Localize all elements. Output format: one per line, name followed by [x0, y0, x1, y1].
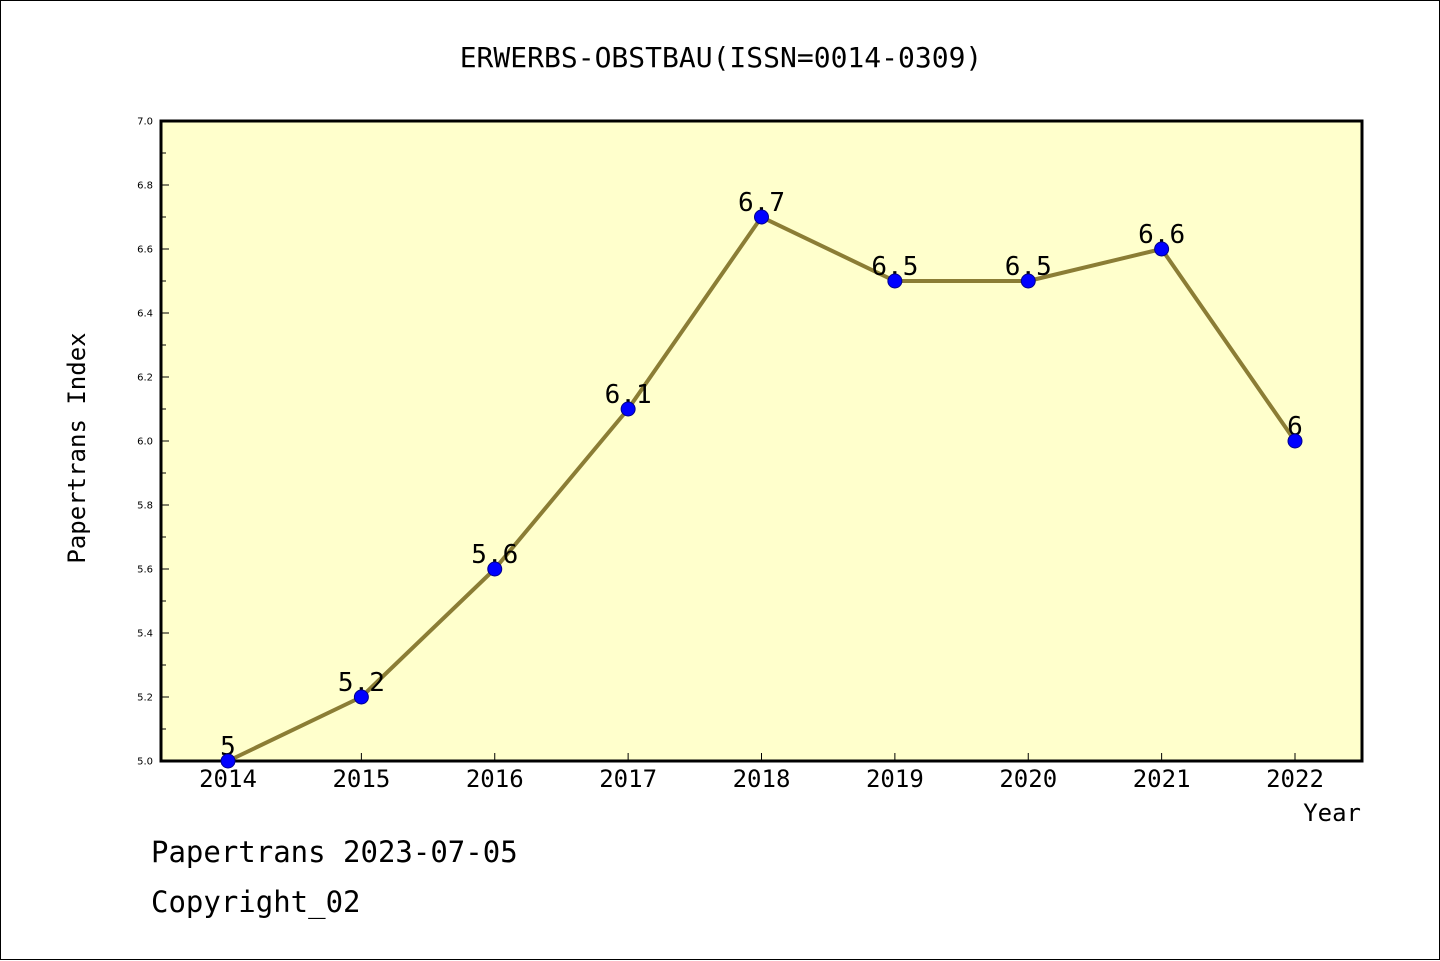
data-point — [487, 561, 503, 577]
x-tick-label: 2015 — [332, 765, 390, 793]
chart-title: ERWERBS-OBSTBAU(ISSN=0014-0309) — [460, 41, 983, 74]
data-point — [220, 753, 236, 769]
plot-area — [159, 119, 1364, 763]
data-point — [1287, 433, 1303, 449]
y-tick-label: 5.2 — [137, 693, 153, 704]
data-point — [353, 689, 369, 705]
y-tick-label: 6.8 — [137, 181, 153, 192]
x-tick-label: 2017 — [599, 765, 657, 793]
data-point — [1020, 273, 1036, 289]
x-tick-label: 2020 — [999, 765, 1057, 793]
data-point — [1154, 241, 1170, 257]
y-tick-label: 5.4 — [137, 629, 153, 640]
x-axis: 2014 2015 2016 2017 2018 2019 2020 2021 2022 — [199, 753, 1324, 793]
x-tick-label: 2019 — [866, 765, 924, 793]
footer-source: Papertrans 2023-07-05 — [151, 835, 518, 869]
data-point — [620, 401, 636, 417]
data-point — [754, 209, 769, 225]
x-tick-label: 2018 — [733, 765, 791, 793]
x-tick-label: 2014 — [199, 765, 257, 793]
y-tick-label: 5.8 — [137, 501, 153, 512]
y-tick-label: 7.0 — [137, 117, 153, 128]
x-axis-label: Year — [1303, 799, 1361, 827]
y-tick-label: 6.6 — [137, 245, 153, 256]
y-axis-label: Papertrans Index — [63, 332, 91, 563]
x-tick-label: 2022 — [1266, 765, 1324, 793]
y-tick-label: 5.0 — [137, 757, 153, 768]
data-label: 6 — [1287, 412, 1303, 442]
x-tick-label: 2021 — [1133, 765, 1191, 793]
y-axis: 5.0 5.2 5.4 5.6 5.8 6.0 6.2 6.4 6.6 6.8 7.0 — [137, 117, 169, 768]
data-label: 5 — [220, 732, 236, 762]
y-tick-label: 6.2 — [137, 373, 153, 384]
series-line-group: 55.25.66.16.76.5 6.56.66 — [220, 188, 1303, 769]
y-tick-label: 5.6 — [137, 565, 153, 576]
data-point — [887, 273, 903, 289]
footer-copyright: Copyright_02 — [151, 885, 361, 919]
x-tick-label: 2016 — [466, 765, 524, 793]
y-tick-label: 6.0 — [137, 437, 153, 448]
y-tick-label: 6.4 — [137, 309, 153, 320]
